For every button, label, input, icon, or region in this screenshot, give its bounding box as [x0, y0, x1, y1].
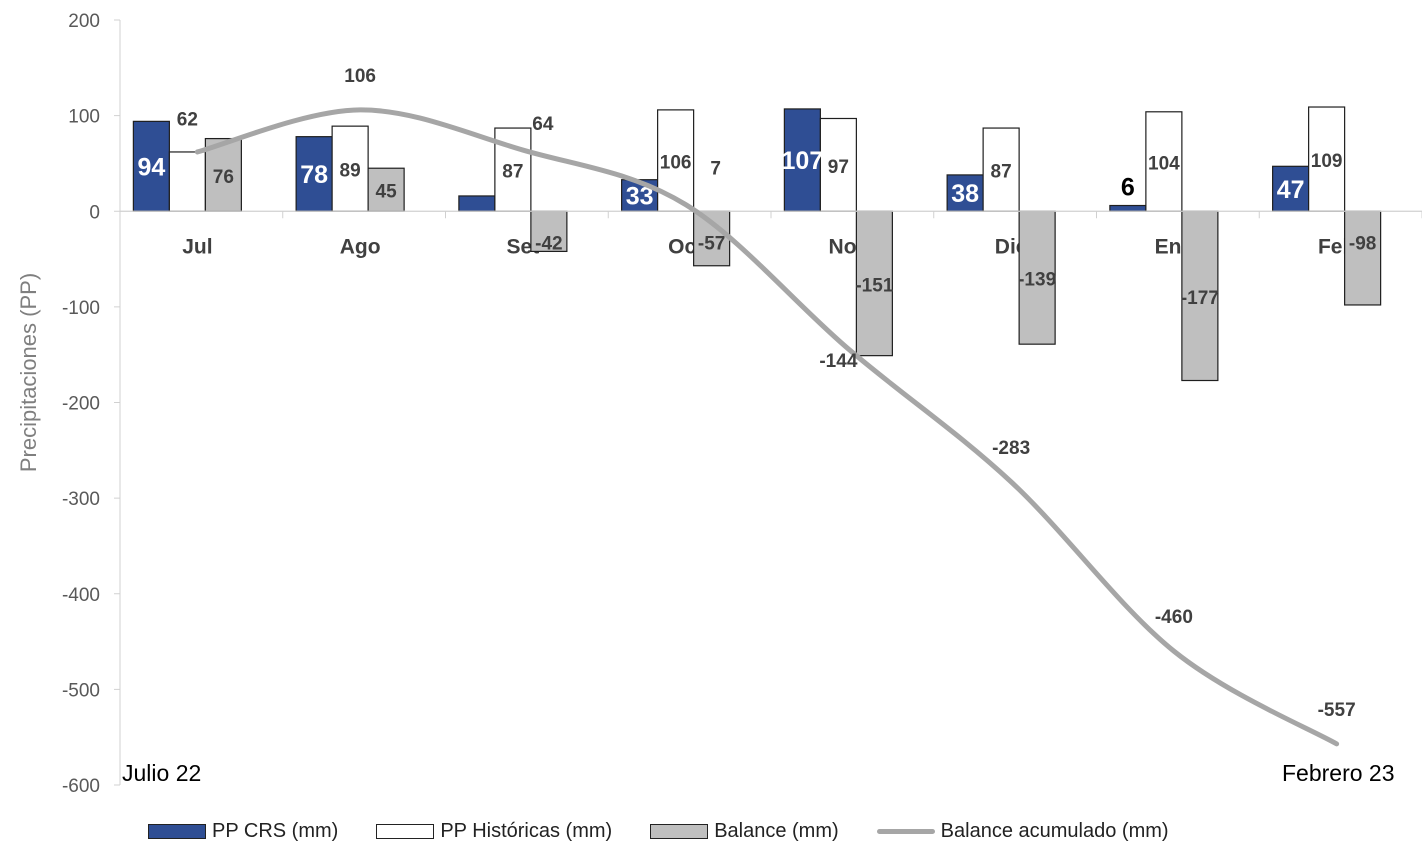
- bar-data-label: 107: [782, 147, 824, 175]
- bar-pp-nov: [819, 117, 857, 212]
- legend-swatch: [876, 829, 935, 834]
- bar-pp-feb: [1272, 165, 1310, 212]
- y-tick-label: -100: [62, 298, 100, 319]
- bar-pp-ene: [1145, 111, 1183, 212]
- legend-item: Balance acumulado (mm): [876, 820, 1169, 843]
- end-period-label: Febrero 23: [1282, 760, 1395, 786]
- bar-data-label: -139: [1018, 270, 1056, 291]
- line-data-label: -557: [1318, 700, 1356, 721]
- y-tick-label: -200: [62, 394, 100, 415]
- bar-data-label: -177: [1181, 288, 1219, 309]
- x-category-label: Jul: [182, 235, 212, 258]
- y-tick-label: 0: [89, 202, 100, 223]
- start-period-label: Julio 22: [122, 760, 202, 786]
- bar-balance-feb: [1344, 210, 1382, 306]
- bar-pp-dic: [982, 127, 1020, 212]
- bar-pp-jul: [168, 151, 206, 212]
- legend: PP CRS (mm) PP Históricas (mm) Balance (mm…: [148, 820, 1207, 843]
- bar-data-label: 47: [1277, 176, 1305, 204]
- bar-data-label: -57: [698, 233, 725, 254]
- bar-balance-dic: [1018, 210, 1056, 345]
- y-tick-label: -600: [62, 776, 100, 797]
- bar-data-label: 87: [991, 162, 1012, 183]
- y-tick-label: -500: [62, 680, 100, 701]
- legend-item: Balance (mm): [650, 820, 839, 843]
- line-data-label: 64: [532, 114, 554, 135]
- bar-data-label: 104: [1148, 154, 1180, 175]
- legend-label: Balance (mm): [714, 820, 839, 842]
- bar-pp-set: [458, 195, 496, 212]
- line-balance-acumulado: [194, 107, 1340, 747]
- bar-pp-ene: [1109, 204, 1147, 212]
- legend-swatch: [376, 824, 435, 839]
- bar-data-label: 97: [828, 157, 849, 178]
- bar-data-label: 87: [502, 162, 523, 183]
- bar-data-label: 89: [340, 161, 361, 182]
- y-tick-label: 200: [68, 11, 100, 32]
- bar-data-label: -42: [535, 233, 562, 254]
- bar-balance-ene: [1181, 210, 1219, 382]
- bar-data-label: 38: [951, 180, 979, 208]
- y-tick-label: -300: [62, 489, 100, 510]
- legend-swatch: [650, 824, 709, 839]
- bar-data-label: 45: [376, 182, 398, 203]
- line-data-label: -144: [819, 351, 857, 372]
- bar-data-label: 6: [1121, 174, 1135, 202]
- bar-balance-nov: [855, 210, 893, 357]
- bar-data-label: 62: [177, 110, 198, 131]
- legend-label: PP CRS (mm): [212, 820, 339, 842]
- bar-data-label: -98: [1349, 233, 1376, 254]
- bar-data-label: 94: [137, 153, 165, 181]
- legend-item: PP CRS (mm): [148, 820, 338, 843]
- bar-balance-ago: [367, 167, 405, 212]
- bar-data-label: 106: [660, 153, 692, 174]
- bar-balance-jul: [204, 137, 242, 212]
- y-tick-label: 100: [68, 107, 100, 128]
- legend-item: PP Históricas (mm): [376, 820, 612, 843]
- line-data-label: -460: [1155, 607, 1193, 628]
- bar-data-label: 76: [213, 167, 234, 188]
- x-category-label: Ago: [340, 235, 381, 258]
- line-data-label: 106: [344, 66, 376, 87]
- bar-pp-jul: [132, 120, 170, 212]
- legend-swatch: [148, 824, 206, 839]
- y-axis-title: Precipitaciones (PP): [16, 273, 41, 472]
- line-data-label: -283: [992, 438, 1030, 459]
- bar-balance-set: [530, 210, 568, 253]
- y-tick-label: -400: [62, 585, 100, 606]
- line-data-label: 7: [710, 159, 721, 180]
- legend-label: Balance acumulado (mm): [940, 820, 1169, 842]
- bar-data-label: 109: [1311, 151, 1343, 172]
- legend-label: PP Históricas (mm): [440, 820, 613, 842]
- bar-data-label: -151: [855, 275, 893, 296]
- bar-data-label: 78: [300, 161, 328, 189]
